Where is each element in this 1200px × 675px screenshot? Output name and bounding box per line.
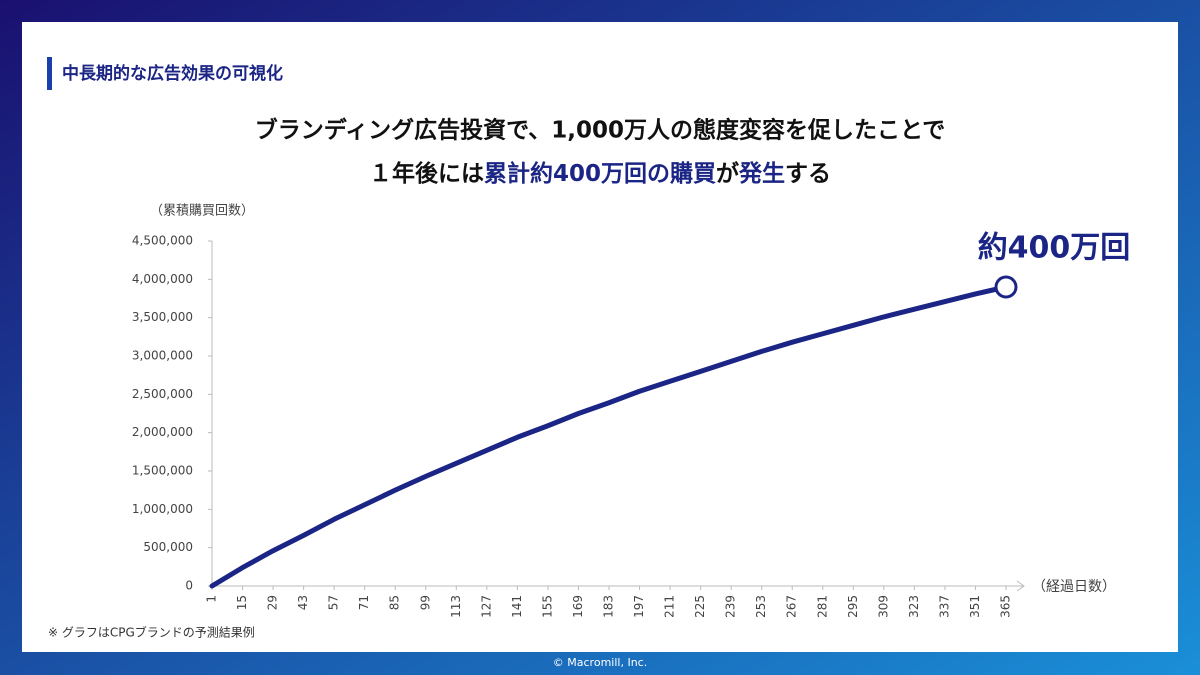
x-tick-label: 169	[571, 595, 585, 618]
x-tick-label: 253	[754, 595, 768, 618]
y-axis-label: （累積購買回数）	[150, 204, 254, 219]
y-tick-label: 2,000,000	[132, 425, 193, 439]
x-tick-label: 127	[479, 595, 493, 618]
y-tick-label: 3,500,000	[132, 310, 193, 324]
x-tick-label: 155	[540, 595, 554, 618]
y-tick-label: 500,000	[143, 540, 193, 554]
x-tick-label: 197	[632, 595, 646, 618]
slide-title: 中長期的な広告効果の可視化	[62, 63, 283, 84]
x-tick-label: 183	[602, 595, 616, 618]
x-tick-label: 71	[357, 595, 371, 610]
headline-line1: ブランディング広告投資で、1,000万人の態度変容を促したことで	[255, 117, 946, 144]
title-bar	[47, 57, 52, 90]
y-tick-label: 3,000,000	[132, 349, 193, 363]
y-tick-label: 1,000,000	[132, 502, 193, 516]
x-tick-label: 15	[235, 595, 249, 610]
x-tick-label: 239	[724, 595, 738, 618]
headline-segment: が	[716, 160, 739, 187]
x-tick-label: 85	[388, 595, 402, 610]
x-tick-label: 337	[937, 595, 951, 618]
end-marker	[994, 275, 1018, 299]
y-tick-label: 0	[185, 579, 193, 593]
x-tick-label: 113	[449, 595, 463, 618]
x-tick-label: 365	[999, 595, 1013, 618]
x-tick-label: 43	[296, 595, 310, 610]
x-tick-label: 267	[785, 595, 799, 618]
x-tick-label: 225	[693, 595, 707, 618]
copyright: © Macromill, Inc.	[553, 656, 647, 669]
x-tick-label: 99	[418, 595, 432, 610]
y-tick-label: 2,500,000	[132, 387, 193, 401]
headline-segment: する	[785, 161, 831, 187]
x-tick-label: 295	[846, 595, 860, 618]
x-tick-label: 29	[266, 595, 280, 610]
headline-segment: 累計約400万回の購買	[484, 160, 716, 187]
y-tick-label: 4,500,000	[132, 234, 193, 248]
x-tick-label: 351	[968, 595, 982, 618]
x-axis-arrow	[1016, 580, 1025, 592]
annotation: 約400万回	[978, 231, 1131, 266]
x-tick-label: 211	[663, 595, 677, 618]
x-tick-label: 57	[327, 595, 341, 610]
x-axis-label: （経過日数）	[1032, 579, 1116, 595]
x-tick-label: 309	[876, 595, 890, 618]
x-tick-label: 281	[815, 595, 829, 618]
headline-line2: １年後には累計約400万回の購買が発生する	[369, 160, 831, 187]
x-tick-label: 1	[205, 595, 219, 603]
x-tick-label: 141	[510, 595, 524, 618]
y-tick-label: 4,000,000	[132, 272, 193, 286]
headline-segment: １年後には	[369, 160, 484, 187]
x-tick-label: 323	[907, 595, 921, 618]
y-tick-label: 1,500,000	[132, 464, 193, 478]
footnote: ※ グラフはCPGブランドの予測結果例	[48, 625, 255, 640]
headline-segment: 発生	[738, 161, 785, 187]
panel	[22, 22, 1178, 652]
data-line	[209, 284, 1009, 589]
